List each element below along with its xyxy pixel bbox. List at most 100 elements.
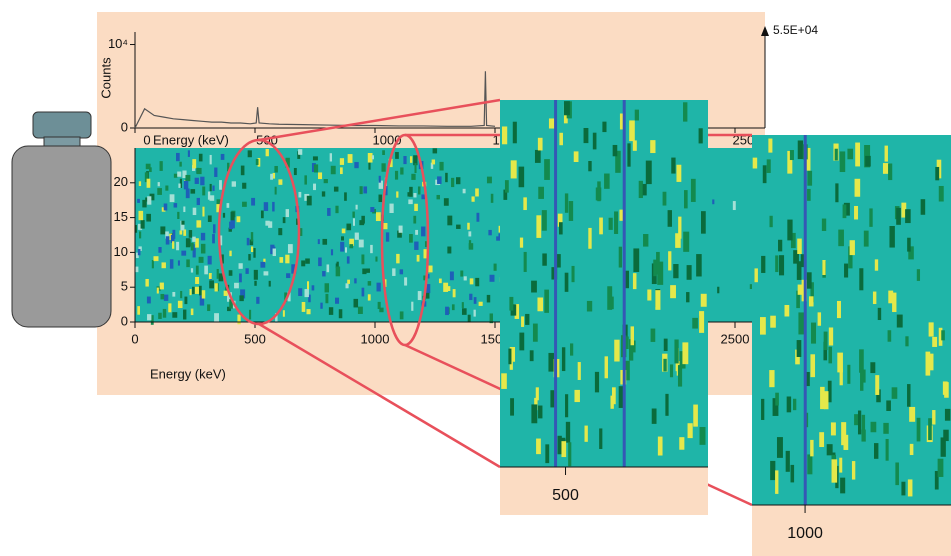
texture: [168, 303, 171, 312]
texture: [208, 215, 212, 221]
texture: [674, 339, 678, 363]
texture: [186, 239, 190, 246]
texture: [170, 259, 173, 268]
texture: [192, 159, 196, 168]
texture: [675, 233, 681, 248]
texture: [210, 184, 212, 191]
texture: [754, 268, 757, 282]
x-axis-title: Energy (keV): [153, 132, 229, 147]
texture: [633, 248, 639, 272]
texture: [414, 163, 416, 173]
texture: [386, 232, 389, 241]
texture: [359, 240, 364, 248]
texture: [199, 154, 203, 162]
texture: [841, 422, 846, 445]
texture: [652, 409, 657, 424]
texture: [521, 316, 524, 327]
texture: [408, 199, 412, 204]
texture: [341, 236, 344, 240]
texture: [613, 145, 618, 156]
texture: [676, 165, 681, 182]
texture: [822, 260, 825, 275]
texture: [331, 249, 333, 255]
texture: [775, 255, 778, 272]
texture: [824, 332, 828, 350]
texture: [147, 179, 151, 188]
texture: [396, 191, 398, 197]
texture: [479, 302, 483, 306]
texture: [177, 212, 179, 219]
texture: [410, 156, 412, 163]
texture: [572, 266, 575, 282]
texture: [510, 398, 514, 415]
texture: [451, 178, 454, 187]
texture: [786, 451, 790, 472]
texture: [614, 211, 618, 234]
texture: [426, 293, 430, 299]
texture: [797, 239, 802, 254]
texture: [791, 465, 795, 483]
texture: [588, 228, 591, 249]
texture: [692, 318, 698, 329]
texture: [382, 150, 385, 155]
texture: [536, 215, 541, 238]
texture: [274, 166, 277, 173]
texture: [487, 295, 490, 303]
texture: [264, 202, 268, 211]
texture: [633, 140, 637, 150]
texture: [180, 230, 183, 234]
texture: [141, 220, 145, 229]
texture: [892, 387, 898, 399]
texture: [886, 400, 891, 411]
texture: [307, 196, 312, 206]
texture: [561, 441, 566, 457]
texture: [138, 211, 143, 220]
texture: [269, 281, 271, 287]
texture: [753, 158, 757, 169]
texture: [712, 199, 714, 204]
texture: [400, 311, 404, 319]
texture: [883, 423, 888, 434]
texture: [907, 238, 911, 252]
texture: [137, 306, 140, 315]
texture: [217, 269, 219, 279]
texture: [444, 198, 449, 206]
texture: [232, 181, 236, 186]
texture: [761, 256, 765, 273]
texture: [538, 187, 544, 199]
texture: [683, 232, 689, 252]
texture: [639, 181, 643, 198]
texture: [545, 444, 549, 463]
texture: [686, 292, 689, 302]
texture: [180, 291, 182, 298]
texture: [324, 179, 328, 183]
texture: [348, 154, 353, 163]
texture: [285, 255, 289, 264]
texture: [635, 110, 639, 121]
texture: [865, 156, 871, 167]
texture: [691, 179, 696, 202]
texture: [467, 223, 470, 230]
texture: [224, 291, 228, 296]
texture: [339, 309, 343, 318]
texture: [619, 247, 622, 268]
texture: [157, 188, 162, 195]
texture: [239, 273, 242, 282]
texture: [192, 237, 196, 242]
texture: [568, 442, 571, 466]
texture: [286, 209, 289, 217]
texture: [943, 381, 948, 394]
texture: [839, 458, 842, 473]
texture: [850, 240, 855, 255]
texture: [231, 212, 235, 222]
y-tick-label: 10: [114, 244, 128, 259]
texture: [811, 323, 816, 344]
texture: [209, 280, 214, 288]
texture: [409, 234, 413, 243]
texture: [793, 399, 796, 410]
texture: [917, 418, 921, 442]
texture: [847, 365, 850, 384]
texture: [413, 216, 416, 224]
texture: [470, 278, 474, 284]
texture: [604, 174, 610, 189]
